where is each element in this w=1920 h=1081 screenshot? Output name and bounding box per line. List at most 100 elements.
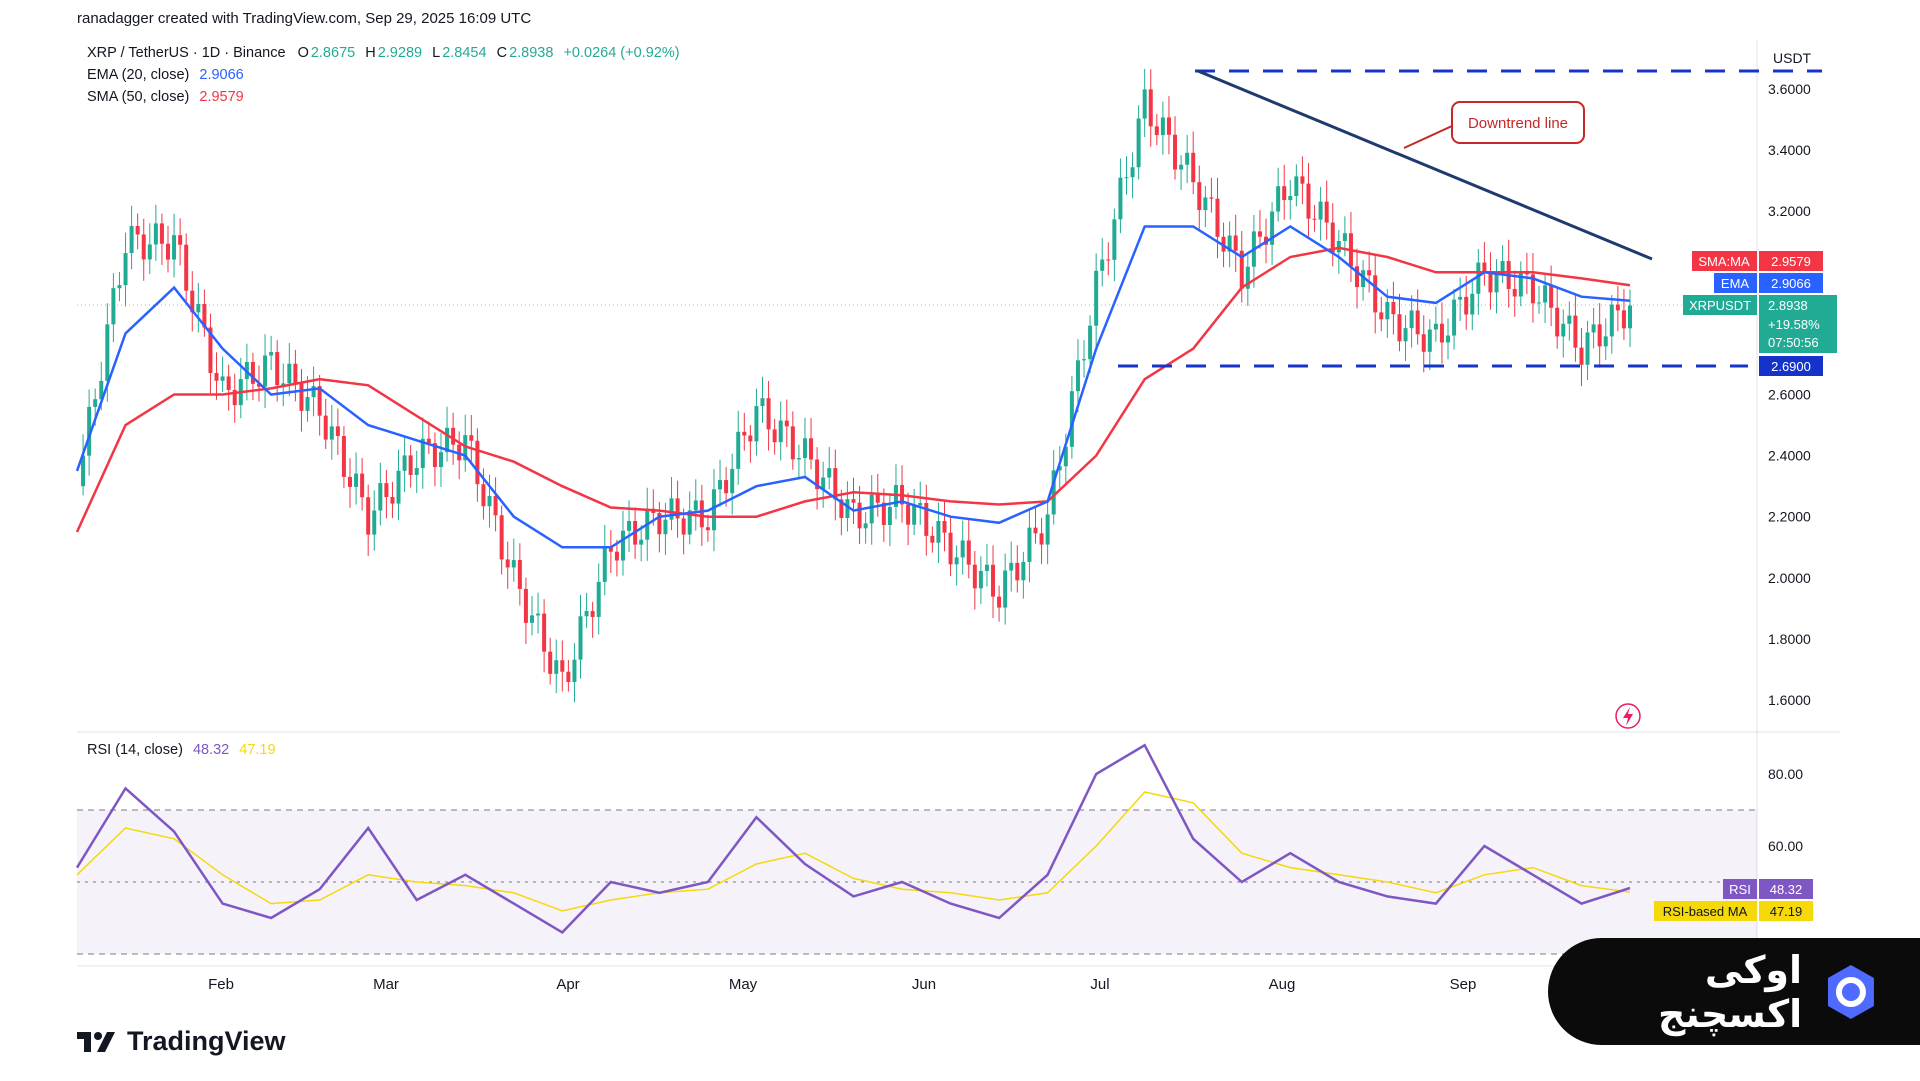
candle-body-178: [1160, 117, 1165, 136]
candle-body-160: [1051, 470, 1056, 515]
candle-body-4: [105, 324, 110, 381]
sma-legend[interactable]: SMA (50, close) 2.9579: [87, 89, 244, 105]
rsi-tick-0: 80.00: [1768, 766, 1803, 782]
candle-body-203: [1312, 218, 1317, 220]
symbol-name: XRP / TetherUS · 1D · Binance: [87, 45, 286, 61]
candles-layer: [81, 68, 1632, 703]
candle-body-138: [918, 502, 923, 506]
candle-body-237: [1518, 270, 1523, 297]
rsi-lines-layer: [75, 743, 1631, 934]
candle-body-76: [542, 613, 547, 652]
downtrend-annotation[interactable]: Downtrend line: [1403, 101, 1585, 149]
downtrend-line[interactable]: [1197, 69, 1653, 261]
candle-body-20: [202, 303, 207, 328]
annotation-pointer: [1403, 125, 1453, 149]
candle-body-66: [481, 484, 486, 507]
candle-body-164: [1075, 360, 1080, 392]
sma-badge-value: 2.9579: [1771, 254, 1811, 269]
lightning-icon[interactable]: [1615, 703, 1641, 729]
candle-body-18: [190, 290, 195, 313]
candle-body-167: [1094, 270, 1099, 326]
price-badge-value-bg: [1759, 295, 1837, 353]
candle-body-75: [536, 613, 541, 616]
rsi-badge: RSI 48.32: [1723, 879, 1813, 899]
candle-body-155: [1021, 561, 1026, 581]
candle-body-25: [232, 389, 237, 406]
rsi-badge-value: 48.32: [1770, 882, 1803, 897]
candle-body-194: [1257, 231, 1262, 237]
candle-body-102: [699, 500, 704, 528]
price-badge-countdown: 07:50:56: [1768, 335, 1819, 350]
candle-body-233: [1494, 271, 1499, 293]
candle-body-89: [620, 530, 625, 561]
rsi-ma-badge-label-bg: [1654, 901, 1757, 921]
candle-body-129: [863, 523, 868, 529]
candle-body-136: [906, 504, 911, 525]
candle-body-185: [1203, 197, 1208, 211]
candle-body-140: [930, 535, 935, 543]
candle-body-54: [408, 455, 413, 475]
candle-body-113: [766, 398, 771, 430]
candle-body-173: [1130, 167, 1135, 178]
candle-body-158: [1039, 533, 1044, 545]
candle-body-9: [135, 226, 140, 235]
candle-body-13: [159, 223, 164, 244]
tradingview-logo[interactable]: TradingView: [77, 1026, 286, 1057]
candle-body-8: [129, 226, 134, 254]
candle-body-114: [772, 429, 777, 443]
time-label-may: May: [729, 976, 758, 993]
candle-body-165: [1082, 359, 1087, 361]
candle-body-143: [948, 532, 953, 565]
candle-body-182: [1185, 152, 1190, 165]
candle-body-124: [833, 468, 838, 500]
candle-body-157: [1033, 527, 1038, 534]
price-axis-unit: USDT: [1773, 50, 1812, 66]
candle-body-30: [263, 355, 268, 387]
candle-body-190: [1233, 235, 1238, 251]
rsi-legend[interactable]: RSI (14, close) 48.32 47.19: [87, 742, 276, 758]
candle-body-117: [790, 426, 795, 460]
rsi-ma-badge-value-bg: [1759, 901, 1813, 921]
candle-body-216: [1391, 301, 1396, 315]
candle-body-249: [1591, 324, 1596, 333]
candle-body-72: [517, 560, 522, 589]
price-tick-7: 1.8000: [1768, 631, 1811, 647]
candle-body-19: [196, 303, 201, 313]
candle-body-110: [748, 435, 753, 442]
ema-badge-value-bg: [1759, 273, 1823, 293]
open-label: O: [297, 45, 309, 61]
candle-body-42: [335, 426, 340, 437]
candle-body-231: [1482, 262, 1487, 273]
candle-body-109: [742, 431, 747, 436]
candle-body-205: [1324, 201, 1329, 223]
time-label-feb: Feb: [208, 976, 234, 993]
candle-body-44: [347, 476, 352, 487]
candle-body-47: [366, 497, 371, 535]
ema-badge: EMA 2.9066: [1714, 273, 1823, 293]
candle-body-201: [1300, 176, 1305, 184]
candle-body-150: [991, 564, 996, 597]
candle-body-154: [1015, 562, 1020, 581]
candle-body-5: [111, 288, 116, 325]
candle-body-41: [329, 426, 334, 440]
candle-body-175: [1142, 89, 1147, 119]
candle-body-14: [165, 243, 170, 260]
candle-body-52: [396, 470, 401, 504]
price-tick-5: 2.2000: [1768, 509, 1811, 525]
ema-legend[interactable]: EMA (20, close) 2.9066: [87, 67, 244, 83]
candle-body-232: [1488, 272, 1493, 293]
candle-body-223: [1433, 323, 1438, 330]
candle-body-96: [663, 519, 668, 535]
candle-body-198: [1282, 186, 1287, 201]
rsi-badge-label: RSI: [1729, 882, 1751, 897]
candle-body-144: [954, 557, 959, 565]
candle-body-146: [966, 540, 971, 565]
time-label-jul: Jul: [1090, 976, 1109, 993]
candle-body-161: [1057, 466, 1062, 471]
candle-body-22: [214, 372, 219, 381]
candle-body-34: [287, 363, 292, 384]
candle-body-181: [1179, 164, 1184, 170]
candle-body-243: [1555, 307, 1560, 337]
